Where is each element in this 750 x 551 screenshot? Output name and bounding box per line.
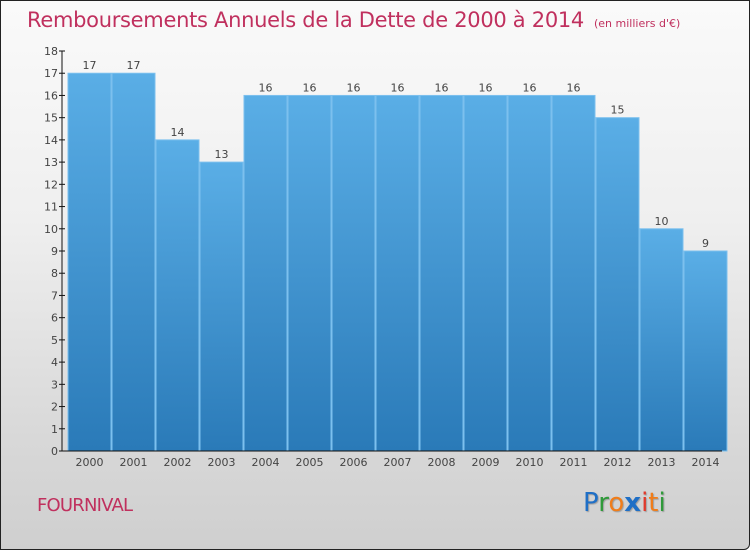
- x-tick-label-2010: 2010: [516, 456, 544, 469]
- bar-2002: [155, 139, 200, 452]
- x-tick-label-2004: 2004: [252, 456, 280, 469]
- bars-group: [67, 72, 728, 452]
- y-tick-label-1: 1: [51, 423, 58, 436]
- value-label-2012: 15: [611, 104, 625, 117]
- proxiti-logo[interactable]: Proxiti: [583, 488, 666, 518]
- bar-2003: [199, 161, 244, 452]
- y-tick-label-18: 18: [44, 45, 58, 58]
- value-label-2013: 10: [655, 215, 669, 228]
- logo-letter: x: [624, 488, 642, 518]
- x-tick-label-2006: 2006: [340, 456, 368, 469]
- value-label-2001: 17: [127, 59, 141, 72]
- x-tick-label-2001: 2001: [120, 456, 148, 469]
- y-tick-label-4: 4: [51, 356, 58, 369]
- logo-letter: i: [641, 488, 649, 518]
- value-label-2014: 9: [702, 237, 709, 250]
- y-tick-label-12: 12: [44, 178, 58, 191]
- logo-letter: o: [608, 488, 625, 518]
- bar-2005: [287, 94, 332, 452]
- y-tick-label-15: 15: [44, 112, 58, 125]
- bar-2014: [683, 250, 728, 452]
- y-tick-label-8: 8: [51, 267, 58, 280]
- x-tick-label-2012: 2012: [604, 456, 632, 469]
- bar-2004: [243, 94, 288, 452]
- y-tick-label-9: 9: [51, 245, 58, 258]
- value-label-2009: 16: [479, 81, 493, 94]
- chart-unit: (en milliers d'€): [594, 17, 681, 30]
- y-tick-label-11: 11: [44, 201, 58, 214]
- value-label-2006: 16: [347, 81, 361, 94]
- y-tick-label-7: 7: [51, 289, 58, 302]
- bar-2011: [551, 94, 596, 452]
- value-label-2000: 17: [83, 59, 97, 72]
- chart-title-text: Remboursements Annuels de la Dette de 20…: [27, 8, 584, 32]
- bar-2010: [507, 94, 552, 452]
- x-tick-label-2009: 2009: [472, 456, 500, 469]
- y-tick-label-5: 5: [51, 334, 58, 347]
- bar-2006: [331, 94, 376, 452]
- y-tick-label-13: 13: [44, 156, 58, 169]
- logo-letter: i: [658, 488, 666, 518]
- value-label-2004: 16: [259, 81, 273, 94]
- x-tick-label-2003: 2003: [208, 456, 236, 469]
- value-label-2002: 14: [171, 126, 185, 139]
- x-tick-label-2014: 2014: [692, 456, 720, 469]
- y-tick-label-3: 3: [51, 378, 58, 391]
- bar-2012: [595, 117, 640, 452]
- y-tick-label-14: 14: [44, 134, 58, 147]
- value-label-2008: 16: [435, 81, 449, 94]
- bar-2001: [111, 72, 156, 452]
- logo-letter: t: [648, 488, 659, 518]
- y-tick-label-0: 0: [51, 445, 58, 458]
- y-tick-label-16: 16: [44, 89, 58, 102]
- commune-name: FOURNIVAL: [37, 495, 133, 516]
- value-label-2003: 13: [215, 148, 229, 161]
- value-label-2011: 16: [567, 81, 581, 94]
- x-tick-label-2007: 2007: [384, 456, 412, 469]
- bar-2013: [639, 228, 684, 452]
- value-label-2005: 16: [303, 81, 317, 94]
- x-tick-label-2000: 2000: [76, 456, 104, 469]
- logo-letter: P: [583, 488, 599, 518]
- bar-2000: [67, 72, 112, 452]
- y-tick-label-6: 6: [51, 312, 58, 325]
- x-axis: 2000 2001 2002 2003 2004 2005 2006 2007 2008 2009…: [59, 450, 722, 469]
- chart-title: Remboursements Annuels de la Dette de 20…: [27, 8, 680, 32]
- logo-letter: r: [598, 488, 609, 518]
- x-tick-label-2013: 2013: [648, 456, 676, 469]
- x-tick-label-2008: 2008: [428, 456, 456, 469]
- bar-2009: [463, 94, 508, 452]
- value-label-2007: 16: [391, 81, 405, 94]
- x-tick-label-2002: 2002: [164, 456, 192, 469]
- bar-2008: [419, 94, 464, 452]
- x-tick-label-2011: 2011: [560, 456, 588, 469]
- y-tick-label-2: 2: [51, 401, 58, 414]
- x-tick-label-2005: 2005: [296, 456, 324, 469]
- bar-2007: [375, 94, 420, 452]
- y-tick-label-17: 17: [44, 67, 58, 80]
- value-labels-group: 17 17 14 13 16 16 16 16 16 16 16 16 15 10 9: [83, 59, 710, 250]
- value-label-2010: 16: [523, 81, 537, 94]
- y-tick-label-10: 10: [44, 223, 58, 236]
